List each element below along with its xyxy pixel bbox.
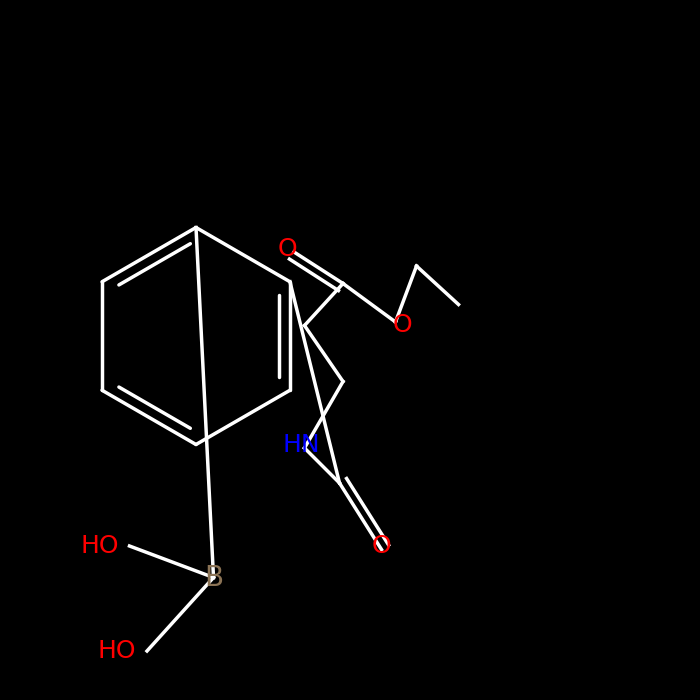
Text: B: B	[204, 564, 223, 592]
Text: O: O	[393, 314, 412, 337]
Text: HO: HO	[80, 534, 119, 558]
Text: HN: HN	[282, 433, 320, 456]
Text: HO: HO	[98, 639, 136, 663]
Text: O: O	[372, 534, 391, 558]
Text: O: O	[277, 237, 297, 260]
